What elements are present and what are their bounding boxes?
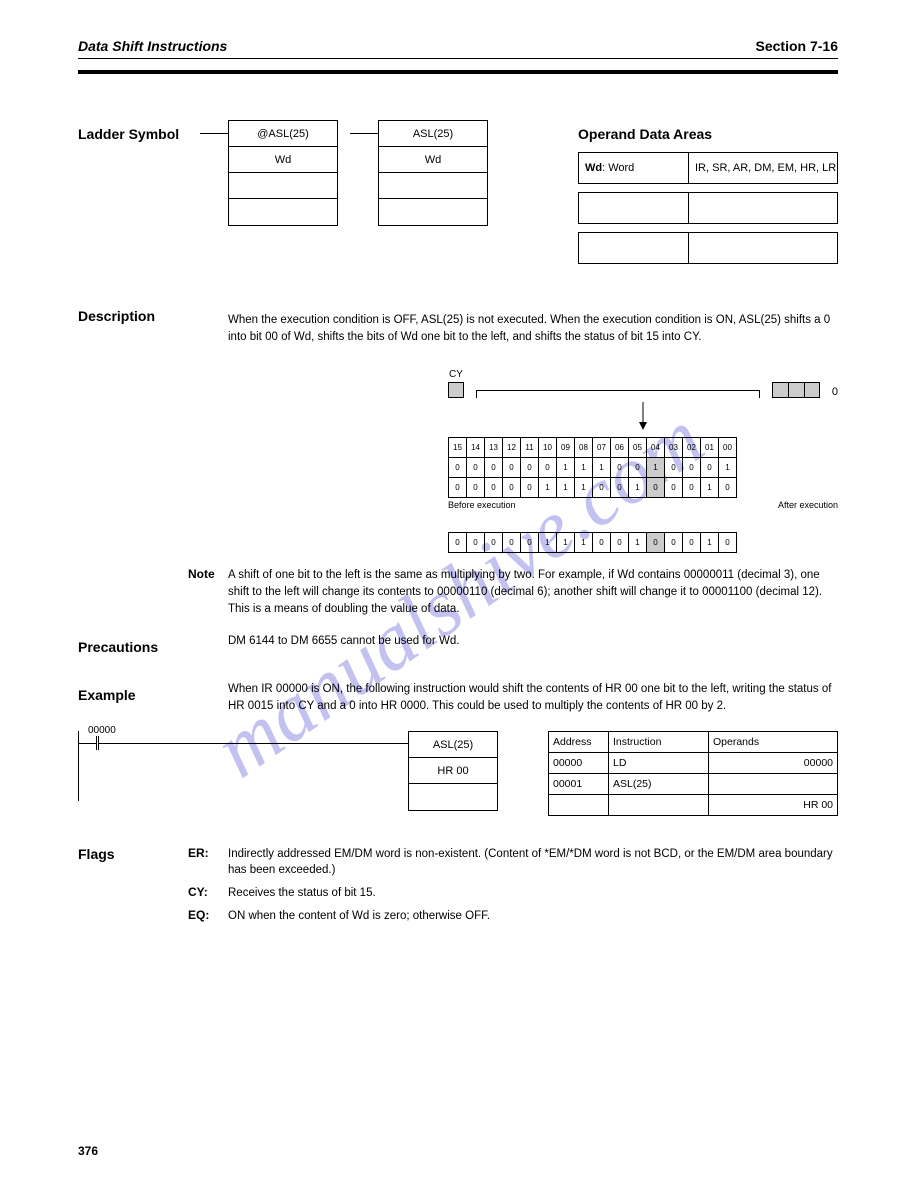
cell: Wd <box>379 147 487 173</box>
bit-grid-2: 0000011100100010 <box>448 532 737 553</box>
th: Operands <box>709 731 838 752</box>
op-val: IR, SR, AR, DM, EM, HR, LR <box>689 153 837 183</box>
cell: HR 00 <box>409 758 497 784</box>
brace <box>476 390 760 398</box>
op-key: Wd: Word <box>585 162 634 174</box>
note-label: Note <box>188 567 228 617</box>
bit-box <box>788 382 804 398</box>
example-heading: Example <box>78 687 228 704</box>
operand-title: Operand Data Areas <box>578 126 838 142</box>
cell: @ASL(25) <box>229 121 337 147</box>
cell: ASL(25) <box>379 121 487 147</box>
cell: Wd <box>229 147 337 173</box>
cell <box>379 173 487 199</box>
operand-row <box>578 232 838 264</box>
wire <box>350 133 378 134</box>
shift-figure: CY 0 15141312111009080706050403020100 00… <box>448 369 838 553</box>
divider <box>78 58 838 59</box>
cy-box <box>448 382 464 398</box>
operand-row <box>578 192 838 224</box>
bit-box <box>804 382 820 398</box>
cy-label: CY <box>448 369 464 380</box>
th: Address <box>549 731 609 752</box>
cell <box>229 199 337 225</box>
flag-er: ER: <box>188 846 228 879</box>
before-label: Before execution <box>448 500 516 510</box>
flags-heading: Flags <box>78 846 188 919</box>
flag-cy: CY: <box>188 885 228 902</box>
note-text: A shift of one bit to the left is the sa… <box>228 567 838 617</box>
divider <box>78 70 838 74</box>
flag-er-text: Indirectly addressed EM/DM word is non-e… <box>228 846 838 879</box>
precautions-heading: Precautions <box>78 639 228 655</box>
cell: ASL(25) <box>409 732 497 758</box>
precautions-text: DM 6144 to DM 6655 cannot be used for Wd… <box>228 633 838 665</box>
arrow-down-icon <box>637 402 649 430</box>
example-ladder: 00000 ASL(25) HR 00 <box>78 731 508 816</box>
header-left: Data Shift Instructions <box>78 38 227 54</box>
instruction-table: Address Instruction Operands 00000LD0000… <box>548 731 838 816</box>
page-number: 376 <box>78 1144 98 1158</box>
header-right: Section 7-16 <box>756 38 838 54</box>
ladder-box-b: ASL(25) Wd <box>378 120 488 226</box>
th: Instruction <box>609 731 709 752</box>
zero-label: 0 <box>832 386 838 398</box>
bit-grid: 15141312111009080706050403020100 0000001… <box>448 437 838 510</box>
cell <box>409 784 497 810</box>
example-box: ASL(25) HR 00 <box>408 731 498 811</box>
cell <box>379 199 487 225</box>
operand-row: Wd: Word IR, SR, AR, DM, EM, HR, LR <box>578 152 838 184</box>
example-text: When IR 00000 is ON, the following instr… <box>228 681 838 714</box>
after-label: After execution <box>778 500 838 510</box>
flag-cy-text: Receives the status of bit 15. <box>228 885 838 902</box>
contact-label: 00000 <box>88 725 116 736</box>
flag-eq: EQ: <box>188 908 228 925</box>
ladder-symbol-title: Ladder Symbol <box>78 126 228 142</box>
description-text: When the execution condition is OFF, ASL… <box>228 312 838 345</box>
bit-box <box>772 382 788 398</box>
ladder-box-a: @ASL(25) Wd <box>228 120 338 226</box>
wire <box>200 133 228 134</box>
cell <box>229 173 337 199</box>
flag-eq-text: ON when the content of Wd is zero; other… <box>228 908 838 925</box>
description-heading: Description <box>78 308 228 345</box>
